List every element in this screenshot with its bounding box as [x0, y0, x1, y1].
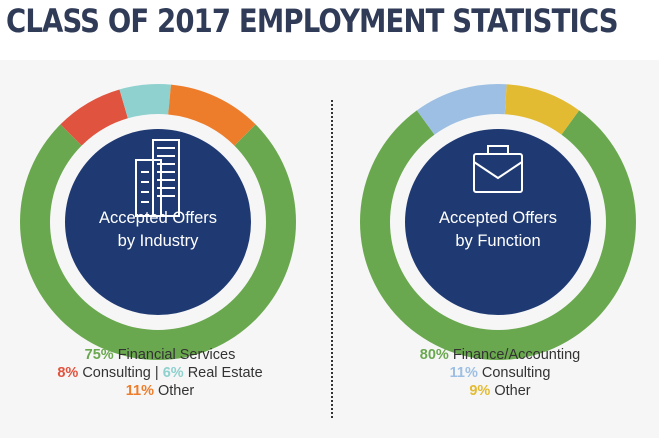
legend-label-real-estate: Real Estate	[187, 365, 263, 381]
donut-center	[65, 129, 251, 315]
function-center-label-line2: by Function	[455, 232, 541, 250]
legend-pct-other: 11%	[125, 383, 154, 399]
industry-donut-chart	[20, 84, 297, 360]
industry-center-label-line2: by Industry	[117, 232, 199, 250]
legend-label-other: Other	[158, 383, 195, 399]
legend-pct-consulting: 8%	[57, 365, 79, 381]
industry-legend: 75% Financial Services 8% Consulting | 6…	[0, 346, 320, 400]
legend-line: 75% Financial Services	[0, 346, 320, 364]
divider	[331, 100, 333, 418]
donut-slice-real-estate	[119, 84, 171, 119]
industry-center-label: Accepted Offers by Industry	[68, 207, 248, 253]
legend-line: 9% Other	[340, 382, 659, 400]
function-center-label: Accepted Offers by Function	[408, 207, 588, 253]
briefcase-icon	[473, 145, 523, 193]
page-title: CLASS OF 2017 EMPLOYMENT STATISTICS	[6, 2, 619, 40]
legend-label-financial-services: Financial Services	[117, 347, 236, 363]
legend-separator: |	[154, 365, 159, 381]
legend-label-finance-accounting: Finance/Accounting	[452, 347, 581, 363]
legend-pct-real-estate: 6%	[162, 365, 184, 381]
donut-slice-consulting	[60, 89, 128, 146]
legend-line: 8% Consulting | 6% Real Estate	[0, 364, 320, 382]
function-center-label-line1: Accepted Offers	[438, 209, 557, 227]
donut-slice-consulting	[416, 84, 507, 135]
donut-slice-other	[504, 84, 580, 135]
legend-label-consulting: Consulting	[82, 365, 151, 381]
legend-pct-other: 9%	[469, 383, 491, 399]
building-icon	[135, 139, 180, 217]
function-donut-chart	[360, 84, 636, 360]
donut-slice-other	[168, 84, 256, 146]
function-legend: 80% Finance/Accounting 11% Consulting 9%…	[340, 346, 659, 400]
legend-pct-finance-accounting: 80%	[419, 347, 449, 363]
legend-pct-financial-services: 75%	[84, 347, 114, 363]
legend-line: 11% Other	[0, 382, 320, 400]
donut-slice-financial-services	[20, 124, 297, 360]
legend-label-other: Other	[494, 383, 531, 399]
legend-pct-consulting: 11%	[449, 365, 478, 381]
industry-center-label-line1: Accepted Offers	[98, 209, 217, 227]
legend-label-consulting: Consulting	[481, 365, 551, 381]
legend-line: 11% Consulting	[340, 364, 659, 382]
donut-center	[405, 129, 591, 315]
legend-line: 80% Finance/Accounting	[340, 346, 659, 364]
